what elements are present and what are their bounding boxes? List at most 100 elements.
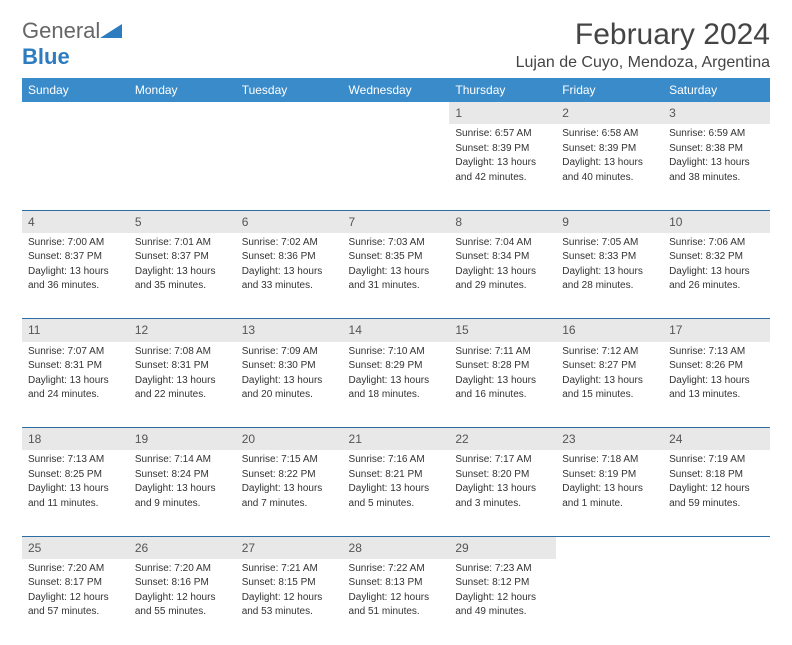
day-line: Daylight: 13 hours	[28, 374, 123, 388]
day-line: Sunrise: 6:59 AM	[669, 127, 764, 141]
day-line: Sunset: 8:37 PM	[28, 250, 123, 264]
day-cell: Sunrise: 7:22 AMSunset: 8:13 PMDaylight:…	[343, 559, 450, 645]
day-line: Daylight: 13 hours	[349, 265, 444, 279]
day-number: 29	[449, 536, 556, 559]
day-cell: Sunrise: 6:59 AMSunset: 8:38 PMDaylight:…	[663, 124, 770, 210]
day-content: Sunrise: 7:14 AMSunset: 8:24 PMDaylight:…	[129, 450, 236, 517]
day-content: Sunrise: 6:57 AMSunset: 8:39 PMDaylight:…	[449, 124, 556, 191]
day-line: and 15 minutes.	[562, 388, 657, 402]
day-line: and 28 minutes.	[562, 279, 657, 293]
day-line: and 31 minutes.	[349, 279, 444, 293]
day-cell: Sunrise: 7:08 AMSunset: 8:31 PMDaylight:…	[129, 342, 236, 428]
day-line: and 22 minutes.	[135, 388, 230, 402]
day-cell: Sunrise: 7:11 AMSunset: 8:28 PMDaylight:…	[449, 342, 556, 428]
day-cell	[343, 124, 450, 210]
day-line: Daylight: 13 hours	[455, 374, 550, 388]
day-number: 3	[663, 102, 770, 124]
day-number: 19	[129, 428, 236, 451]
day-line: Daylight: 12 hours	[455, 591, 550, 605]
day-line: Daylight: 13 hours	[562, 374, 657, 388]
content-row: Sunrise: 7:20 AMSunset: 8:17 PM Daylight:…	[22, 559, 770, 645]
day-number	[343, 102, 450, 124]
day-line: Sunrise: 7:06 AM	[669, 236, 764, 250]
day-line: Daylight: 13 hours	[28, 265, 123, 279]
day-line: Sunrise: 6:57 AM	[455, 127, 550, 141]
day-line: Sunrise: 7:20 AM	[28, 562, 123, 576]
title-block: February 2024 Lujan de Cuyo, Mendoza, Ar…	[516, 18, 770, 72]
day-line: and 36 minutes.	[28, 279, 123, 293]
day-number: 9	[556, 210, 663, 233]
day-cell: Sunrise: 7:18 AMSunset: 8:19 PMDaylight:…	[556, 450, 663, 536]
day-line: Daylight: 12 hours	[242, 591, 337, 605]
day-header: Thursday	[449, 78, 556, 102]
day-line: Daylight: 13 hours	[242, 265, 337, 279]
day-line: Sunrise: 7:04 AM	[455, 236, 550, 250]
calendar-head: SundayMondayTuesdayWednesdayThursdayFrid…	[22, 78, 770, 102]
day-line: Sunset: 8:13 PM	[349, 576, 444, 590]
day-line: Sunset: 8:31 PM	[135, 359, 230, 373]
day-number: 16	[556, 319, 663, 342]
day-line: Sunset: 8:25 PM	[28, 468, 123, 482]
day-line: Daylight: 13 hours	[562, 156, 657, 170]
day-line: and 7 minutes.	[242, 497, 337, 511]
day-line: Sunrise: 7:12 AM	[562, 345, 657, 359]
day-cell: Sunrise: 7:03 AMSunset: 8:35 PMDaylight:…	[343, 233, 450, 319]
day-content: Sunrise: 7:20 AMSunset: 8:16 PMDaylight:…	[129, 559, 236, 626]
day-line: and 40 minutes.	[562, 171, 657, 185]
day-cell	[22, 124, 129, 210]
day-line: Sunrise: 7:19 AM	[669, 453, 764, 467]
day-number: 18	[22, 428, 129, 451]
day-line: Daylight: 13 hours	[455, 265, 550, 279]
day-line: and 59 minutes.	[669, 497, 764, 511]
day-line: Sunset: 8:29 PM	[349, 359, 444, 373]
day-line: and 49 minutes.	[455, 605, 550, 619]
day-line: Sunset: 8:31 PM	[28, 359, 123, 373]
day-line: and 35 minutes.	[135, 279, 230, 293]
content-row: Sunrise: 7:07 AMSunset: 8:31 PMDaylight:…	[22, 342, 770, 428]
day-line: Sunrise: 7:09 AM	[242, 345, 337, 359]
day-line: Sunset: 8:39 PM	[455, 142, 550, 156]
day-line: and 55 minutes.	[135, 605, 230, 619]
day-number: 5	[129, 210, 236, 233]
day-line: and 5 minutes.	[349, 497, 444, 511]
day-content: Sunrise: 7:02 AMSunset: 8:36 PMDaylight:…	[236, 233, 343, 300]
day-header: Friday	[556, 78, 663, 102]
day-cell: Sunrise: 7:19 AMSunset: 8:18 PMDaylight:…	[663, 450, 770, 536]
day-line: Sunset: 8:19 PM	[562, 468, 657, 482]
day-cell: Sunrise: 7:14 AMSunset: 8:24 PMDaylight:…	[129, 450, 236, 536]
day-number: 15	[449, 319, 556, 342]
day-number: 10	[663, 210, 770, 233]
day-number	[663, 536, 770, 559]
day-line: Daylight: 13 hours	[455, 156, 550, 170]
day-line: Sunset: 8:17 PM	[28, 576, 123, 590]
day-line: Sunrise: 7:07 AM	[28, 345, 123, 359]
day-line: and 20 minutes.	[242, 388, 337, 402]
day-cell: Sunrise: 7:17 AMSunset: 8:20 PMDaylight:…	[449, 450, 556, 536]
day-number: 28	[343, 536, 450, 559]
day-line: Sunrise: 7:01 AM	[135, 236, 230, 250]
day-cell: Sunrise: 7:04 AMSunset: 8:34 PMDaylight:…	[449, 233, 556, 319]
day-cell: Sunrise: 7:21 AMSunset: 8:15 PMDaylight:…	[236, 559, 343, 645]
day-header: Saturday	[663, 78, 770, 102]
day-line: Daylight: 13 hours	[242, 482, 337, 496]
day-content: Sunrise: 7:04 AMSunset: 8:34 PMDaylight:…	[449, 233, 556, 300]
day-line: and 9 minutes.	[135, 497, 230, 511]
day-line: and 26 minutes.	[669, 279, 764, 293]
day-cell: Sunrise: 7:10 AMSunset: 8:29 PMDaylight:…	[343, 342, 450, 428]
day-number	[556, 536, 663, 559]
day-content: Sunrise: 7:22 AMSunset: 8:13 PMDaylight:…	[343, 559, 450, 626]
day-line: Sunset: 8:33 PM	[562, 250, 657, 264]
day-line: Daylight: 13 hours	[562, 482, 657, 496]
day-line: and 11 minutes.	[28, 497, 123, 511]
day-line: Sunrise: 7:13 AM	[669, 345, 764, 359]
day-content: Sunrise: 7:11 AMSunset: 8:28 PMDaylight:…	[449, 342, 556, 409]
day-number: 1	[449, 102, 556, 124]
day-line: Daylight: 13 hours	[669, 156, 764, 170]
day-line: and 51 minutes.	[349, 605, 444, 619]
day-line: Sunrise: 7:05 AM	[562, 236, 657, 250]
day-number: 6	[236, 210, 343, 233]
day-number	[22, 102, 129, 124]
day-line: Sunset: 8:27 PM	[562, 359, 657, 373]
day-header: Monday	[129, 78, 236, 102]
day-content: Sunrise: 7:07 AMSunset: 8:31 PMDaylight:…	[22, 342, 129, 409]
